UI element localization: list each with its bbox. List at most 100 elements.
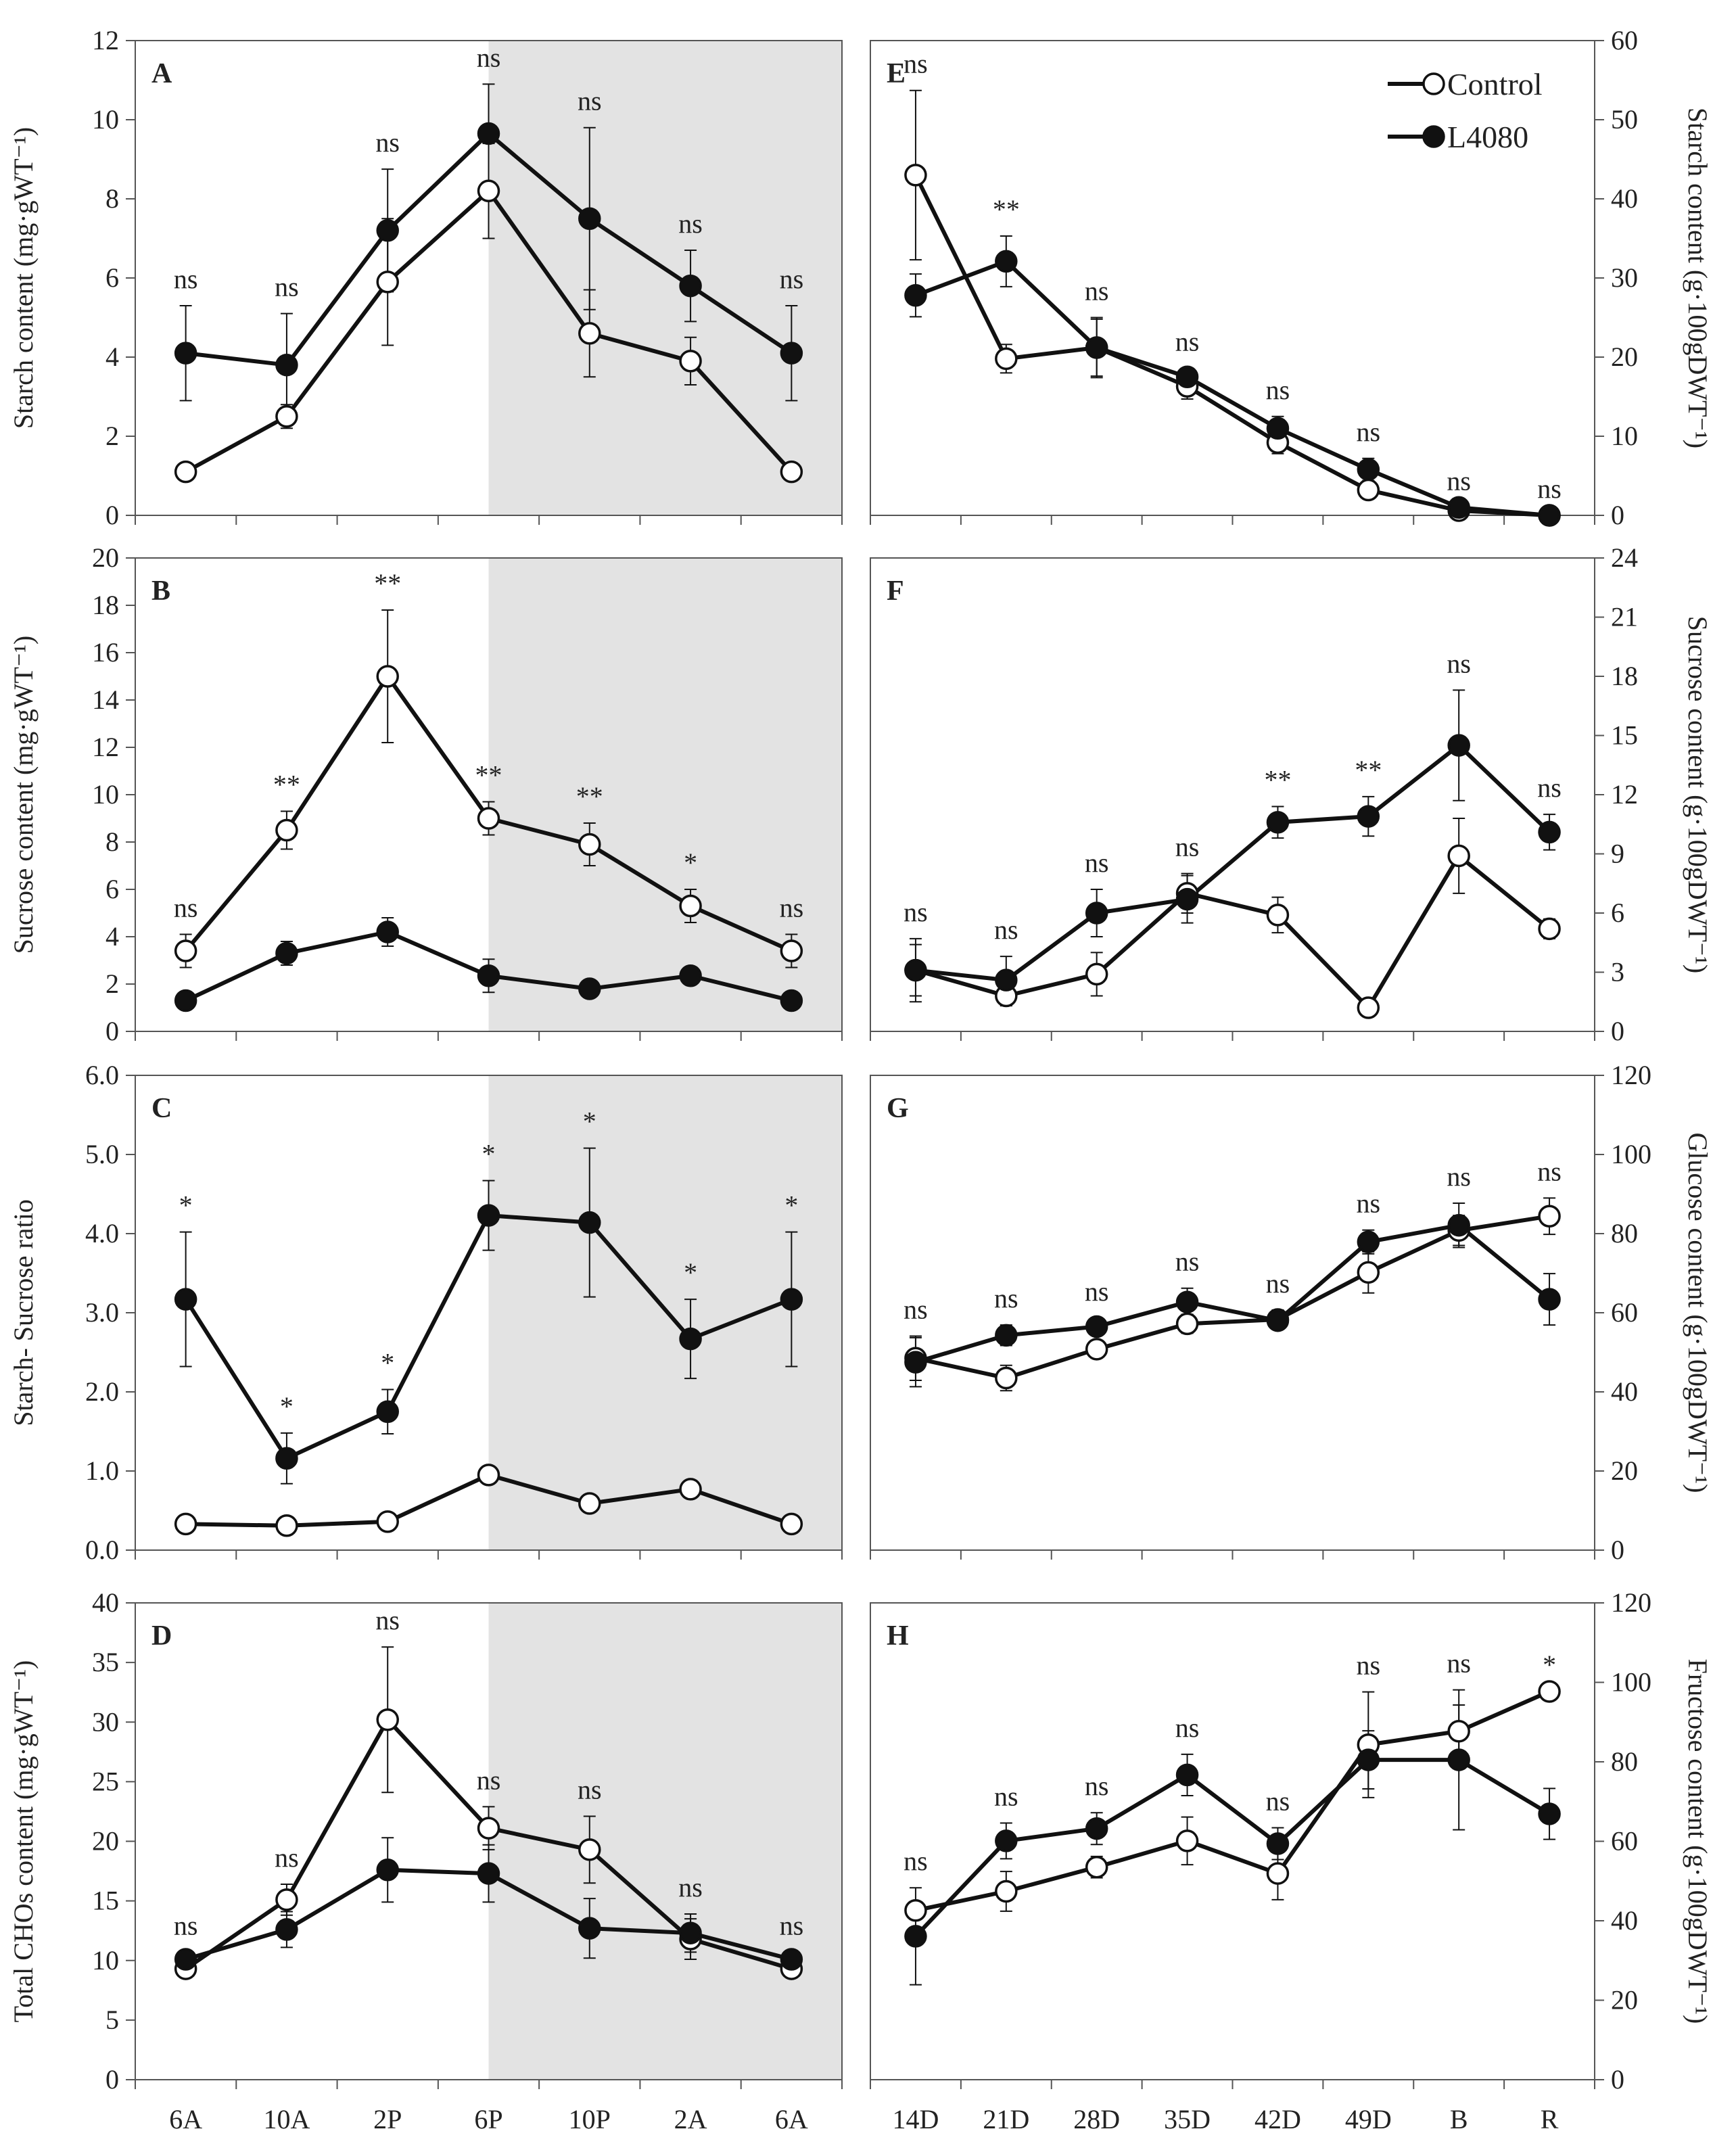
y-tick-label: 12 xyxy=(92,25,119,55)
significance-label: ns xyxy=(1266,1786,1290,1817)
significance-label: ns xyxy=(1357,1188,1381,1219)
l4080-point xyxy=(780,1948,803,1971)
l4080-point xyxy=(995,1324,1018,1347)
panel-d: 0 5 10 15 20 25 30 35 40 Total CHOs content (mg·g… xyxy=(8,1587,843,2134)
panel-c: 0.0 1.0 2.0 3.0 4.0 5.0 6.0 Starch- Sucrose rat… xyxy=(8,1060,843,1565)
significance-label: ns xyxy=(1175,326,1200,356)
significance-label: ns xyxy=(904,1846,928,1876)
l4080-series-line xyxy=(914,1758,1551,1938)
y-tick-label: 12 xyxy=(1611,779,1638,810)
y-tick-label: 40 xyxy=(1611,1376,1638,1407)
control-point xyxy=(376,271,399,294)
l4080-point xyxy=(477,122,500,145)
l4080-point xyxy=(1085,902,1108,925)
x-tick-label: 2A xyxy=(674,2104,707,2134)
y-tick-label: 10 xyxy=(92,104,119,135)
l4080-point xyxy=(679,964,702,987)
control-point xyxy=(1538,1680,1561,1703)
y-tick-label: 2 xyxy=(105,968,119,999)
l4080-point xyxy=(1357,458,1380,481)
control-point xyxy=(477,1464,500,1487)
control-point xyxy=(780,1512,803,1536)
y-tick-label: 3 xyxy=(1611,957,1624,987)
control-point xyxy=(679,1478,702,1501)
y-tick-label: 60 xyxy=(1611,25,1638,55)
control-point xyxy=(578,1838,601,1861)
significance-label: ** xyxy=(576,781,603,812)
control-point xyxy=(275,818,298,842)
l4080-point xyxy=(477,1862,500,1885)
significance-label: ns xyxy=(578,1774,602,1804)
y-tick-label: 6.0 xyxy=(85,1060,119,1090)
l4080-point xyxy=(578,207,601,230)
legend-control-marker xyxy=(1422,72,1445,95)
y-tick-label: 1.0 xyxy=(85,1455,119,1486)
significance-label: ns xyxy=(1537,1156,1562,1186)
y-tick-label: 20 xyxy=(1611,1985,1638,2015)
y-tick-label: 120 xyxy=(1611,1587,1651,1618)
significance-label: ns xyxy=(1085,1276,1109,1307)
significance-label: ns xyxy=(1357,1650,1381,1681)
significance-label: ** xyxy=(1355,755,1382,785)
significance-label: ** xyxy=(993,194,1020,225)
y-tick-label: 0 xyxy=(1611,1016,1624,1046)
control-point xyxy=(1175,1829,1199,1852)
y-tick-label: 100 xyxy=(1611,1139,1651,1169)
significance-label: * xyxy=(784,1190,798,1221)
panel-letter: D xyxy=(151,1620,172,1652)
y-axis-label: Fructose content (g·100gDWT⁻¹) xyxy=(1683,1659,1713,2024)
l4080-point xyxy=(679,274,702,298)
control-point xyxy=(1447,1720,1470,1743)
panel-letter: A xyxy=(151,58,172,89)
y-tick-label: 50 xyxy=(1611,104,1638,135)
y-tick-label: 6 xyxy=(105,874,119,904)
control-point xyxy=(477,807,500,830)
y-tick-label: 80 xyxy=(1611,1746,1638,1777)
control-point xyxy=(174,939,197,962)
y-tick-label: 0.0 xyxy=(85,1535,119,1565)
control-point xyxy=(1266,1862,1290,1885)
x-tick-label: 10P xyxy=(569,2104,611,2134)
l4080-point xyxy=(174,989,197,1012)
y-tick-label: 14 xyxy=(92,684,119,715)
l4080-point xyxy=(174,342,197,365)
control-point xyxy=(376,1708,399,1731)
significance-label: ns xyxy=(1447,1648,1471,1679)
l4080-point xyxy=(1447,1213,1470,1237)
control-point xyxy=(578,833,601,856)
x-tick-label: 35D xyxy=(1164,2104,1211,2134)
l4080-point xyxy=(376,1400,399,1423)
control-point xyxy=(1266,904,1290,927)
control-series-line xyxy=(915,1214,1550,1380)
y-tick-label: 20 xyxy=(92,1826,119,1857)
control-point xyxy=(1538,1205,1561,1228)
control-point xyxy=(477,1817,500,1840)
x-tick-label: 21D xyxy=(983,2104,1029,2134)
legend-l4080-label: L4080 xyxy=(1447,120,1528,154)
y-tick-label: 20 xyxy=(1611,342,1638,372)
y-tick-label: 0 xyxy=(1611,1535,1624,1565)
significance-label: ns xyxy=(678,208,703,239)
panel-letter: H xyxy=(887,1620,909,1652)
significance-label: ns xyxy=(904,1294,928,1325)
significance-label: ** xyxy=(1264,765,1291,795)
significance-label: * xyxy=(684,1257,697,1288)
l4080-point xyxy=(1538,1802,1561,1825)
control-point xyxy=(1175,1312,1199,1336)
control-point xyxy=(578,1492,601,1515)
l4080-point xyxy=(1357,805,1380,828)
y-tick-label: 21 xyxy=(1611,602,1638,632)
significance-label: ns xyxy=(1266,1268,1290,1299)
l4080-point xyxy=(174,1948,197,1971)
l4080-point xyxy=(1447,1748,1470,1771)
y-tick-label: 20 xyxy=(1611,1455,1638,1486)
y-tick-label: 0 xyxy=(105,500,119,530)
l4080-point xyxy=(1538,820,1561,844)
control-point xyxy=(679,350,702,373)
l4080-point xyxy=(904,1925,927,1948)
l4080-point xyxy=(995,968,1018,991)
l4080-point xyxy=(1538,504,1561,527)
y-tick-label: 10 xyxy=(1611,421,1638,451)
y-tick-label: 3.0 xyxy=(85,1297,119,1328)
